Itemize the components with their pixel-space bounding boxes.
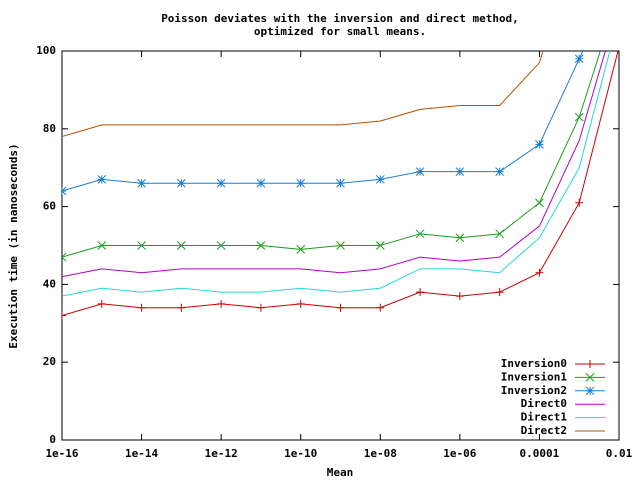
legend-label: Inversion1 (501, 370, 568, 383)
point-marker (62, 311, 66, 320)
point-marker (455, 167, 465, 176)
point-marker (375, 241, 385, 250)
legend-label: Direct1 (521, 411, 568, 424)
point-marker (177, 303, 186, 312)
point-marker (97, 299, 106, 308)
point-marker (618, 51, 619, 52)
x-tick-label: 0.01 (606, 447, 633, 460)
point-marker (296, 245, 306, 254)
x-tick-label: 1e-16 (45, 447, 78, 460)
point-marker (535, 198, 544, 208)
chart-title: optimized for small means. (254, 25, 426, 38)
point-marker (97, 241, 107, 250)
point-marker (495, 229, 504, 239)
legend-label: Inversion0 (501, 357, 567, 370)
point-marker (216, 178, 226, 188)
series-line (62, 51, 544, 138)
point-marker (535, 268, 544, 277)
legend-label: Inversion2 (501, 384, 567, 397)
x-tick-label: 1e-06 (443, 447, 476, 460)
point-marker (574, 54, 584, 64)
point-marker (455, 233, 465, 243)
x-tick-label: 1e-14 (125, 447, 158, 460)
point-marker (455, 292, 464, 301)
x-tick-label: 1e-10 (284, 447, 317, 460)
y-tick-label: 0 (49, 433, 56, 446)
point-marker (296, 299, 305, 308)
point-marker (217, 299, 226, 308)
series-line (62, 51, 606, 278)
y-tick-label: 60 (43, 200, 56, 213)
point-marker (415, 229, 425, 239)
point-marker (336, 178, 345, 188)
point-marker (177, 241, 186, 250)
series-line (62, 51, 601, 258)
point-marker (256, 241, 266, 250)
point-marker (495, 288, 504, 297)
point-marker (177, 178, 186, 188)
point-marker (375, 175, 385, 184)
point-marker (97, 175, 107, 184)
chart-title: Poisson deviates with the inversion and … (161, 12, 519, 25)
point-marker (336, 241, 345, 250)
point-marker (416, 288, 425, 297)
x-tick-label: 1e-12 (205, 447, 238, 460)
point-marker (256, 178, 266, 188)
point-marker (535, 140, 544, 149)
point-marker (336, 303, 345, 312)
legend-label: Direct2 (521, 424, 567, 437)
legend-marker (585, 386, 595, 396)
legend-label: Direct0 (521, 397, 567, 410)
point-marker (415, 167, 425, 176)
point-marker (216, 241, 226, 250)
plot-area (62, 51, 619, 320)
y-axis-label: Execution time (in nanoseconds) (7, 143, 20, 348)
point-marker (62, 252, 67, 262)
point-marker (137, 303, 146, 312)
series-line (62, 51, 611, 297)
y-tick-label: 100 (36, 44, 56, 57)
x-axis-label: Mean (327, 466, 354, 479)
point-marker (137, 241, 146, 250)
y-tick-label: 40 (43, 277, 56, 290)
legend-marker (585, 373, 595, 382)
point-marker (574, 112, 584, 122)
point-marker (575, 198, 584, 207)
plot-border (61, 50, 620, 441)
point-marker (296, 178, 306, 188)
point-marker (495, 167, 504, 176)
legend-marker (586, 360, 594, 368)
y-tick-label: 80 (43, 122, 56, 135)
point-marker (256, 303, 265, 312)
x-tick-label: 1e-08 (364, 447, 397, 460)
point-marker (376, 303, 385, 312)
y-tick-label: 20 (43, 355, 56, 368)
x-tick-label: 0.0001 (520, 447, 560, 460)
point-marker (62, 186, 67, 196)
point-marker (137, 178, 146, 188)
